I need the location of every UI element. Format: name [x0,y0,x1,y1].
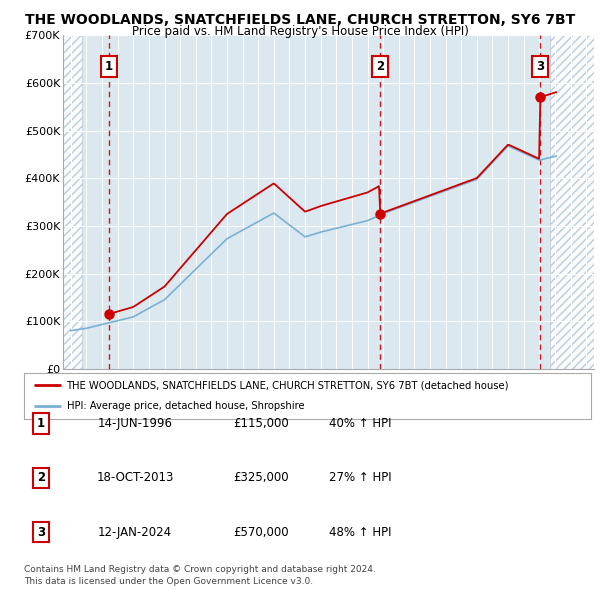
Text: This data is licensed under the Open Government Licence v3.0.: This data is licensed under the Open Gov… [24,577,313,586]
Text: 12-JAN-2024: 12-JAN-2024 [98,526,172,539]
Text: 18-OCT-2013: 18-OCT-2013 [97,471,173,484]
Text: 3: 3 [37,526,45,539]
Text: 2: 2 [37,471,45,484]
Text: 40% ↑ HPI: 40% ↑ HPI [329,417,391,430]
Text: Price paid vs. HM Land Registry's House Price Index (HPI): Price paid vs. HM Land Registry's House … [131,25,469,38]
Text: 1: 1 [37,417,45,430]
Text: 48% ↑ HPI: 48% ↑ HPI [329,526,391,539]
Text: £115,000: £115,000 [233,417,289,430]
Text: £570,000: £570,000 [233,526,289,539]
Text: THE WOODLANDS, SNATCHFIELDS LANE, CHURCH STRETTON, SY6 7BT (detached house): THE WOODLANDS, SNATCHFIELDS LANE, CHURCH… [67,381,509,391]
Text: 2: 2 [376,60,384,73]
Text: 14-JUN-1996: 14-JUN-1996 [97,417,173,430]
Text: THE WOODLANDS, SNATCHFIELDS LANE, CHURCH STRETTON, SY6 7BT: THE WOODLANDS, SNATCHFIELDS LANE, CHURCH… [25,13,575,27]
Text: 27% ↑ HPI: 27% ↑ HPI [329,471,391,484]
Text: Contains HM Land Registry data © Crown copyright and database right 2024.: Contains HM Land Registry data © Crown c… [24,565,376,574]
Text: 3: 3 [536,60,544,73]
Text: 1: 1 [105,60,113,73]
Text: £325,000: £325,000 [233,471,289,484]
Text: HPI: Average price, detached house, Shropshire: HPI: Average price, detached house, Shro… [67,401,304,411]
Bar [550,35,594,369]
Bar [63,35,82,369]
